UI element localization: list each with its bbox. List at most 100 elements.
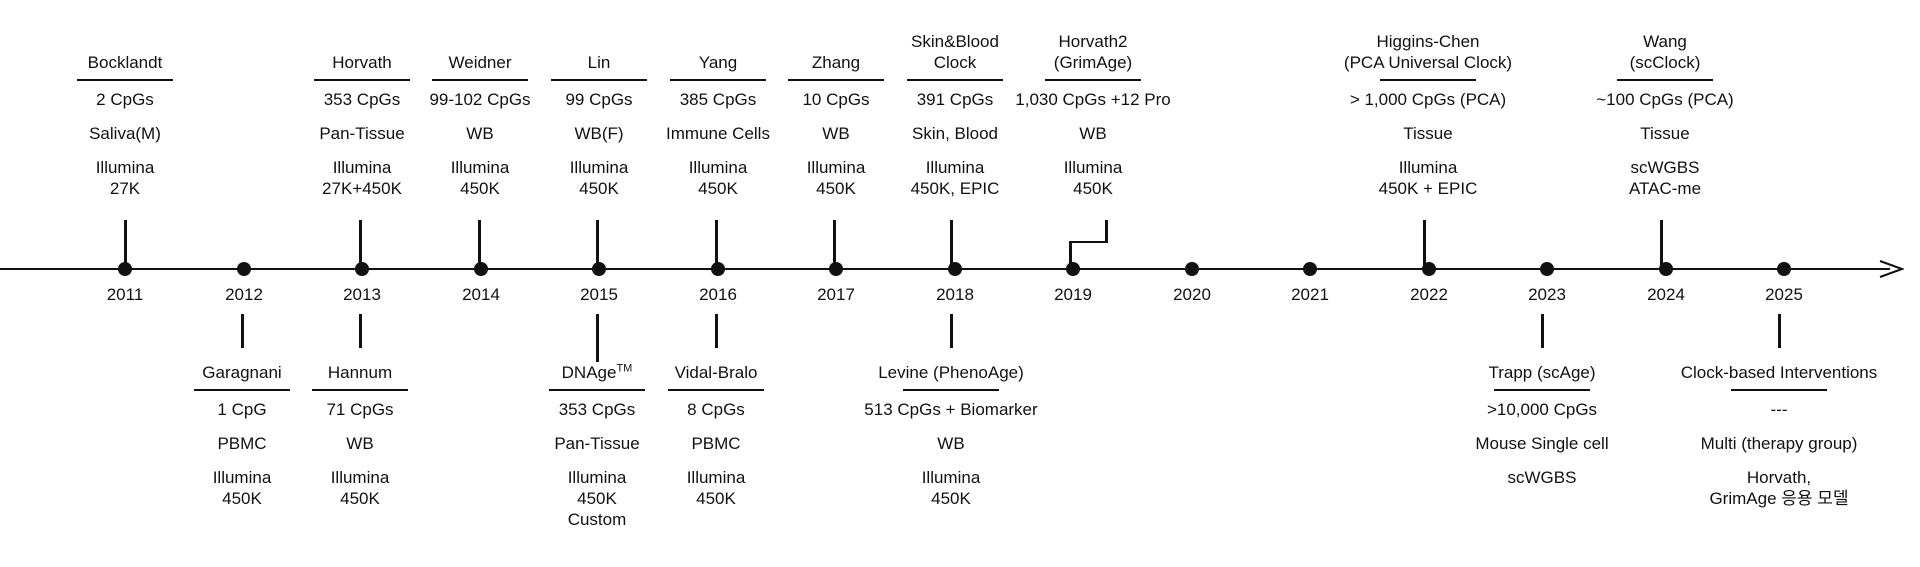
entry-tissue: WB <box>822 124 850 143</box>
entry-platform: Illumina 450K <box>569 158 629 198</box>
entry-title: Lin <box>587 53 611 72</box>
entry-cpgs: 99 CpGs <box>565 90 633 109</box>
connector-line <box>832 220 836 265</box>
year-marker-dot <box>474 262 488 276</box>
entry-cpgs: 10 CpGs <box>802 90 870 109</box>
entry-cpgs: 1 CpG <box>217 400 267 419</box>
entry-platform: scWGBS ATAC-me <box>1628 158 1702 198</box>
year-label: 2012 <box>225 285 263 304</box>
entry-title: Higgins-Chen (PCA Universal Clock) <box>1343 32 1513 72</box>
entry-title: Vidal-Bralo <box>674 363 758 382</box>
connector-line <box>1777 314 1781 348</box>
entry-levine-phenoage: Levine (PhenoAge) 513 CpGs + Biomarker W… <box>851 362 1051 522</box>
entry-hannum: Hannum 71 CpGs WB Illumina 450K <box>265 362 455 522</box>
entry-title: DNAgeTM <box>502 362 692 383</box>
entry-cpgs: ~100 CpGs (PCA) <box>1596 90 1734 109</box>
year-label: 2016 <box>699 285 737 304</box>
year-marker-dot <box>1777 262 1791 276</box>
title-underline <box>549 389 645 391</box>
entry-cpgs: 2 CpGs <box>96 90 154 109</box>
year-marker-dot <box>1303 262 1317 276</box>
entry-platform: Illumina 450K <box>806 158 866 198</box>
entry-title: Weidner <box>448 53 512 72</box>
entry-tissue: Saliva(M) <box>89 124 161 143</box>
year-marker-dot <box>1185 262 1199 276</box>
entry-cpgs: 385 CpGs <box>679 90 757 109</box>
entry-cpgs: 513 CpGs + Biomarker <box>864 400 1038 419</box>
entry-higgins-chen: Higgins-Chen (PCA Universal Clock) > 1,0… <box>1318 31 1538 212</box>
entry-platform: Illumina 450K Custom <box>567 468 627 529</box>
entry-bocklandt: Bocklandt 2 CpGs Saliva(M) Illumina 27K <box>30 52 220 212</box>
year-label: 2023 <box>1528 285 1566 304</box>
title-underline <box>194 389 290 391</box>
year-label: 2022 <box>1410 285 1448 304</box>
entry-cpgs: 8 CpGs <box>687 400 745 419</box>
year-label: 2021 <box>1291 285 1329 304</box>
title-underline <box>788 79 884 81</box>
entry-platform: Illumina 450K, EPIC <box>910 158 1000 198</box>
entry-cpgs: 71 CpGs <box>326 400 394 419</box>
connector-line <box>595 314 599 362</box>
title-underline <box>1045 79 1141 81</box>
entry-title: Yang <box>698 53 738 72</box>
entry-platform: Illumina 450K <box>450 158 510 198</box>
year-label: 2020 <box>1173 285 1211 304</box>
title-underline <box>77 79 173 81</box>
entry-tissue: Multi (therapy group) <box>1700 434 1858 453</box>
year-marker-dot <box>237 262 251 276</box>
connector-line <box>714 314 718 348</box>
year-marker-dot <box>948 262 962 276</box>
entry-title: Zhang <box>811 53 861 72</box>
entry-title-text: DNAge <box>561 363 617 382</box>
entry-weidner: Weidner 99-102 CpGs WB Illumina 450K <box>385 52 575 212</box>
entry-tissue: Pan-Tissue <box>554 434 640 453</box>
title-underline <box>1617 79 1713 81</box>
entry-horvath2-grimage: Horvath2 (GrimAge) 1,030 CpGs +12 Pro WB… <box>998 31 1188 212</box>
title-underline <box>903 389 999 391</box>
connector-line <box>123 220 127 265</box>
entry-cpgs: 391 CpGs <box>916 90 994 109</box>
entry-title: Clock-based Interventions <box>1680 363 1878 382</box>
year-label: 2018 <box>936 285 974 304</box>
connector-line <box>1659 220 1663 265</box>
entry-horvath: Horvath 353 CpGs Pan-Tissue Illumina 27K… <box>267 52 457 212</box>
entry-vidal-bralo: Vidal-Bralo 8 CpGs PBMC Illumina 450K <box>621 362 811 522</box>
entry-tissue: WB(F) <box>574 124 624 143</box>
entry-platform: Horvath, GrimAge 응용 모델 <box>1709 468 1849 508</box>
entry-platform: Illumina 27K <box>95 158 155 198</box>
entry-title: Garagnani <box>202 363 282 382</box>
title-underline <box>907 79 1003 81</box>
connector-line <box>714 220 718 265</box>
title-underline <box>1731 389 1827 391</box>
connector-elbow <box>1069 241 1108 243</box>
axis-arrow-icon <box>1879 260 1904 278</box>
entry-dnage: DNAgeTM 353 CpGs Pan-Tissue Illumina 450… <box>502 362 692 543</box>
entry-tissue: WB <box>1079 124 1107 143</box>
entry-title: Horvath2 (GrimAge) <box>1053 32 1133 72</box>
year-marker-dot <box>1540 262 1554 276</box>
title-underline <box>1494 389 1590 391</box>
entry-title: Trapp (scAge) <box>1488 363 1596 382</box>
year-marker-dot <box>1422 262 1436 276</box>
entry-tissue: WB <box>466 124 494 143</box>
trademark-mark: TM <box>616 362 633 375</box>
entry-yang: Yang 385 CpGs Immune Cells Illumina 450K <box>623 52 813 212</box>
entry-wang-scclock: Wang (scClock) ~100 CpGs (PCA) Tissue sc… <box>1570 31 1760 212</box>
connector-line <box>595 220 599 265</box>
title-underline <box>551 79 647 81</box>
entry-title: Horvath <box>332 53 392 72</box>
year-marker-dot <box>118 262 132 276</box>
entry-platform: Illumina 450K + EPIC <box>1378 158 1478 198</box>
year-marker-dot <box>355 262 369 276</box>
year-label: 2015 <box>580 285 618 304</box>
entry-cpgs: > 1,000 CpGs (PCA) <box>1349 90 1507 109</box>
title-underline <box>668 389 764 391</box>
year-label: 2011 <box>106 285 144 304</box>
entry-tissue: Immune Cells <box>666 124 770 143</box>
entry-tissue: WB <box>937 434 965 453</box>
entry-tissue: WB <box>346 434 374 453</box>
year-label: 2025 <box>1765 285 1803 304</box>
connector-line <box>240 314 244 348</box>
entry-tissue: PBMC <box>691 434 741 453</box>
